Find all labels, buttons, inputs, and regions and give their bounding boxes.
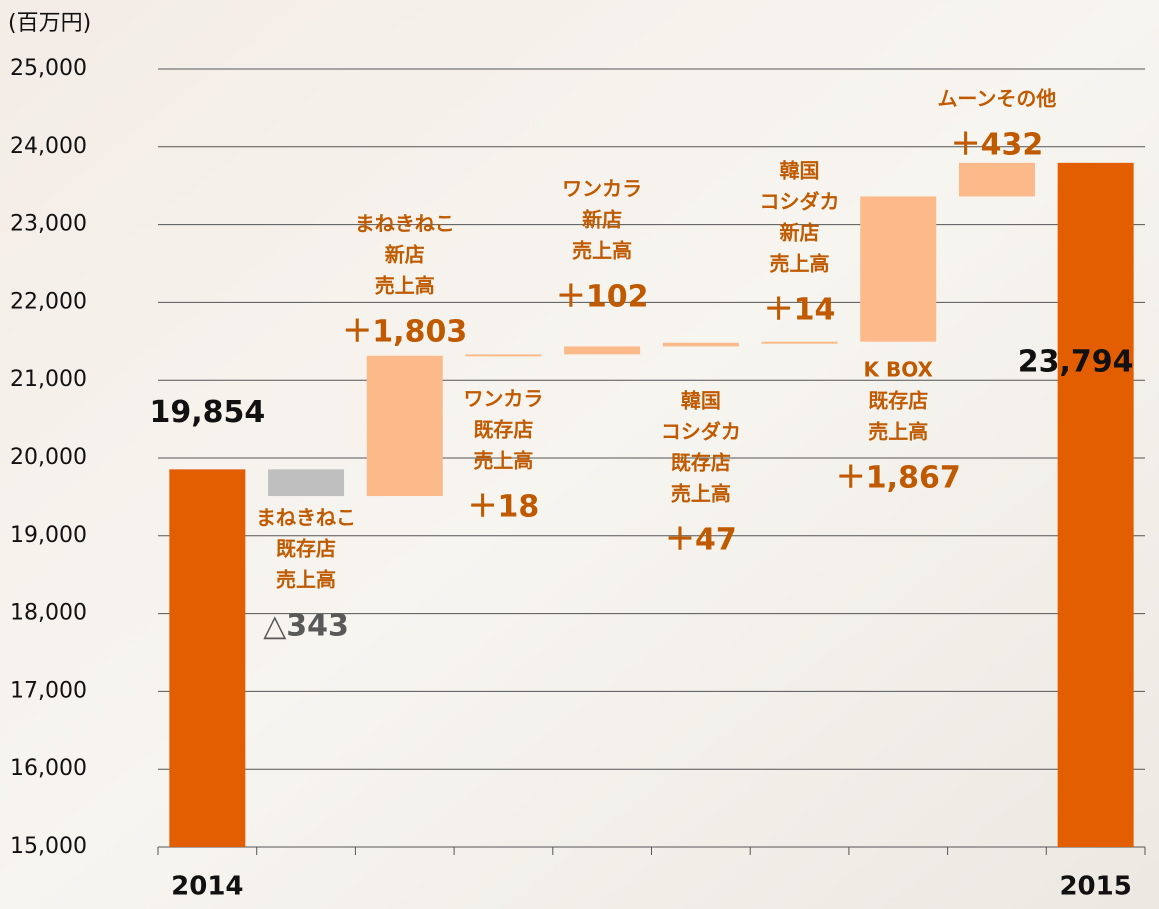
step-label: K BOX <box>864 358 934 382</box>
chart: (百万円) 15,000 16,000 17,000 18,000 19,000 20,0… <box>0 0 1159 909</box>
step-label: 新店 <box>385 243 425 267</box>
y-tick-label: 18,000 <box>10 601 87 626</box>
step-label: 既存店 <box>276 537 336 561</box>
step-label: 既存店 <box>671 451 731 475</box>
step-label: 売上高 <box>770 252 830 276</box>
value-label: ＋47 <box>665 523 737 558</box>
bar <box>762 342 838 344</box>
x-tick-label: 2015 <box>1059 872 1131 902</box>
bar <box>169 469 245 847</box>
step-label: ワンカラ <box>562 177 642 201</box>
y-tick-label: 24,000 <box>10 134 87 159</box>
y-tick-label: 17,000 <box>10 678 87 703</box>
bar <box>465 354 541 356</box>
step-label: 売上高 <box>276 568 336 592</box>
y-tick-label: 15,000 <box>10 834 87 859</box>
step-label: 売上高 <box>375 274 435 298</box>
bar <box>367 356 443 496</box>
bar <box>959 163 1035 197</box>
value-label: 19,854 <box>149 395 265 430</box>
y-tick-label: 21,000 <box>10 367 87 392</box>
y-tick-label: 23,000 <box>10 212 87 237</box>
value-label: ＋18 <box>468 490 540 525</box>
bar <box>268 469 344 496</box>
step-label: ムーンその他 <box>937 87 1056 111</box>
value-label: ＋14 <box>764 293 836 328</box>
step-label: 既存店 <box>868 389 928 413</box>
step-label: コシダカ <box>661 420 741 444</box>
step-label: ワンカラ <box>463 387 543 411</box>
value-label: ＋432 <box>951 128 1044 163</box>
y-tick-label: 22,000 <box>10 289 87 314</box>
y-tick-label: 25,000 <box>10 56 87 81</box>
bar <box>1058 163 1134 847</box>
bar <box>564 346 640 354</box>
y-axis-label: (百万円) <box>8 11 91 36</box>
bar <box>860 196 936 341</box>
step-label: 売上高 <box>868 420 928 444</box>
step-label: まねきねこ <box>256 506 356 530</box>
step-label: 韓国 <box>780 159 820 183</box>
value-label: ＋102 <box>556 280 649 315</box>
step-label: 売上高 <box>572 239 632 263</box>
step-label: 売上高 <box>671 482 731 506</box>
step-label: コシダカ <box>760 190 840 214</box>
step-label: 新店 <box>780 221 820 245</box>
value-label: ＋1,803 <box>342 315 467 350</box>
step-label: 新店 <box>582 208 622 232</box>
step-label: 売上高 <box>473 449 533 473</box>
step-label: まねきねこ <box>355 212 455 236</box>
y-tick-label: 20,000 <box>10 445 87 470</box>
x-tick-label: 2014 <box>171 872 243 902</box>
y-tick-label: 19,000 <box>10 523 87 548</box>
value-label: ＋1,867 <box>836 461 961 496</box>
y-tick-label: 16,000 <box>10 756 87 781</box>
value-label: 23,794 <box>1018 345 1134 380</box>
value-label: △343 <box>263 609 349 644</box>
step-label: 既存店 <box>473 418 533 442</box>
step-label: 韓国 <box>681 389 721 413</box>
bar <box>663 343 739 347</box>
